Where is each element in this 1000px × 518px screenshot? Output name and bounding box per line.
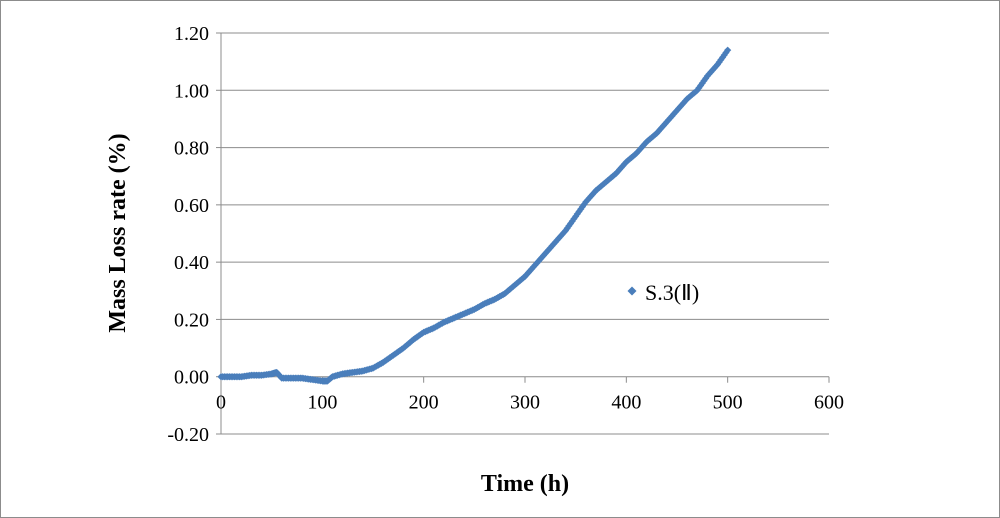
x-tick-label: 400: [611, 392, 641, 414]
data-point: [575, 207, 583, 216]
y-tick-label: 0.60: [174, 195, 209, 217]
y-axis-title: Mass Loss rate (%): [105, 133, 131, 332]
data-point: [573, 210, 581, 218]
gridlines: [221, 32, 829, 435]
y-tick-label: 0.20: [174, 309, 209, 331]
y-tick-label: 0.00: [174, 367, 209, 389]
x-tick-label: 0: [216, 392, 226, 414]
y-tick-label: 0.80: [174, 138, 209, 160]
x-tick-label: 600: [814, 392, 844, 414]
x-axis-title: Time (h): [481, 471, 569, 497]
data-point: [720, 51, 728, 59]
data-point: [567, 219, 575, 228]
x-tick-label: 100: [307, 392, 337, 414]
y-tick-label: 1.20: [174, 23, 209, 45]
data-point: [580, 200, 588, 208]
y-tick-label: 1.00: [174, 80, 209, 102]
axes: [220, 33, 829, 434]
legend: S.3(Ⅱ): [627, 280, 699, 305]
data-point: [722, 48, 730, 57]
y-tick-label: 0.40: [174, 252, 209, 274]
x-tick-label: 300: [510, 392, 540, 414]
data-point: [719, 53, 727, 61]
y-tick-label: -0.20: [167, 424, 209, 446]
legend-marker-s3: [627, 286, 637, 296]
x-tick-label: 500: [713, 392, 743, 414]
y-tick-labels: 1.20 1.00 0.80 0.60 0.40 0.20 0.00 -0.20: [167, 23, 221, 446]
data-point: [715, 58, 723, 66]
data-point: [724, 46, 732, 54]
data-point: [713, 60, 722, 69]
data-point: [561, 227, 570, 235]
series-s3-points: [217, 46, 732, 385]
data-point: [568, 217, 576, 225]
legend-label-s3: S.3(Ⅱ): [645, 280, 699, 305]
x-tick-label: 200: [409, 392, 439, 414]
data-point: [698, 79, 706, 87]
